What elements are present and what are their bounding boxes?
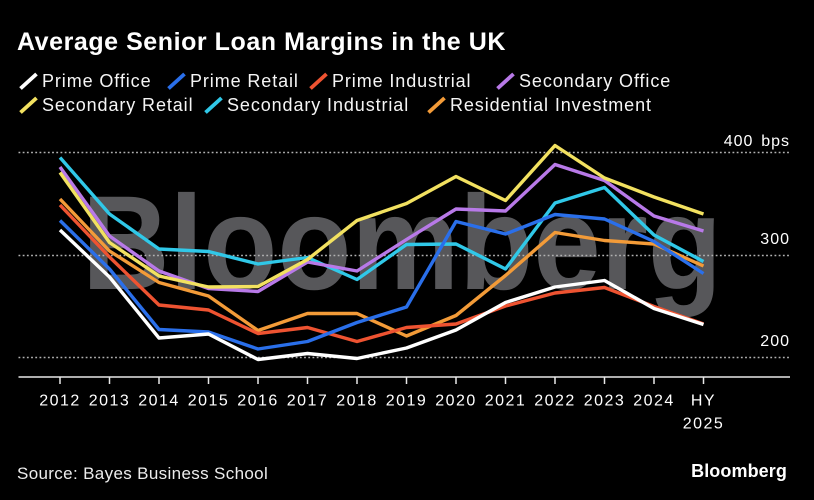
svg-text:2012: 2012 [39, 393, 81, 410]
svg-text:2022: 2022 [534, 393, 576, 410]
svg-text:2015: 2015 [188, 393, 230, 410]
svg-text:2018: 2018 [336, 393, 378, 410]
svg-text:400 bps: 400 bps [724, 133, 790, 150]
svg-text:2017: 2017 [287, 393, 329, 410]
svg-text:2025: 2025 [683, 416, 725, 433]
svg-text:2023: 2023 [584, 393, 626, 410]
svg-text:200: 200 [760, 333, 790, 350]
svg-text:HY: HY [691, 393, 716, 410]
svg-text:2021: 2021 [485, 393, 527, 410]
svg-text:2020: 2020 [435, 393, 477, 410]
svg-text:2019: 2019 [386, 393, 428, 410]
svg-text:2013: 2013 [89, 393, 131, 410]
svg-text:300: 300 [760, 231, 790, 248]
svg-text:2014: 2014 [138, 393, 180, 410]
svg-text:2024: 2024 [633, 393, 675, 410]
svg-text:2016: 2016 [237, 393, 279, 410]
